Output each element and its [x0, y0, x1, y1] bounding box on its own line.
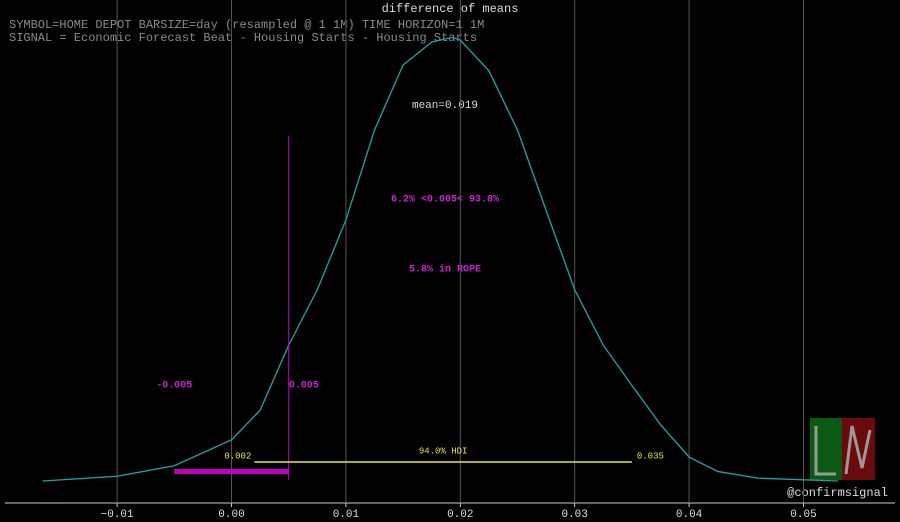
- rope-low-label: -0.005: [156, 381, 192, 392]
- rope-bar: [174, 469, 289, 474]
- hdi-high-label: 0.035: [637, 451, 664, 461]
- rope-high-label: 0.005: [289, 381, 319, 392]
- chart-title: difference of means: [382, 2, 519, 16]
- hdi-low-label: 0.002: [224, 451, 251, 461]
- header-line: SYMBOL=HOME DEPOT BARSIZE=day (resampled…: [9, 18, 484, 32]
- x-tick-label: −0.01: [101, 509, 134, 521]
- x-tick-label: 0.01: [333, 509, 360, 521]
- mean-label: mean=0.019: [412, 100, 478, 112]
- hdi-label: 94.0% HDI: [419, 446, 468, 456]
- x-tick-label: 0.00: [218, 509, 244, 521]
- x-tick-label: 0.02: [447, 509, 473, 521]
- density-line: [42, 36, 838, 482]
- header-line: SIGNAL = Economic Forecast Beat - Housin…: [9, 31, 477, 45]
- logo-mark: [814, 425, 872, 476]
- logo: [810, 418, 875, 480]
- x-tick-label: 0.03: [561, 509, 587, 521]
- x-tick-label: 0.05: [790, 509, 816, 521]
- ref-label: 6.2% <0.005< 93.8%: [391, 195, 499, 206]
- watermark: @confirmsignal: [787, 486, 888, 500]
- x-tick-label: 0.04: [676, 509, 703, 521]
- rope-label: 5.8% in ROPE: [409, 264, 481, 276]
